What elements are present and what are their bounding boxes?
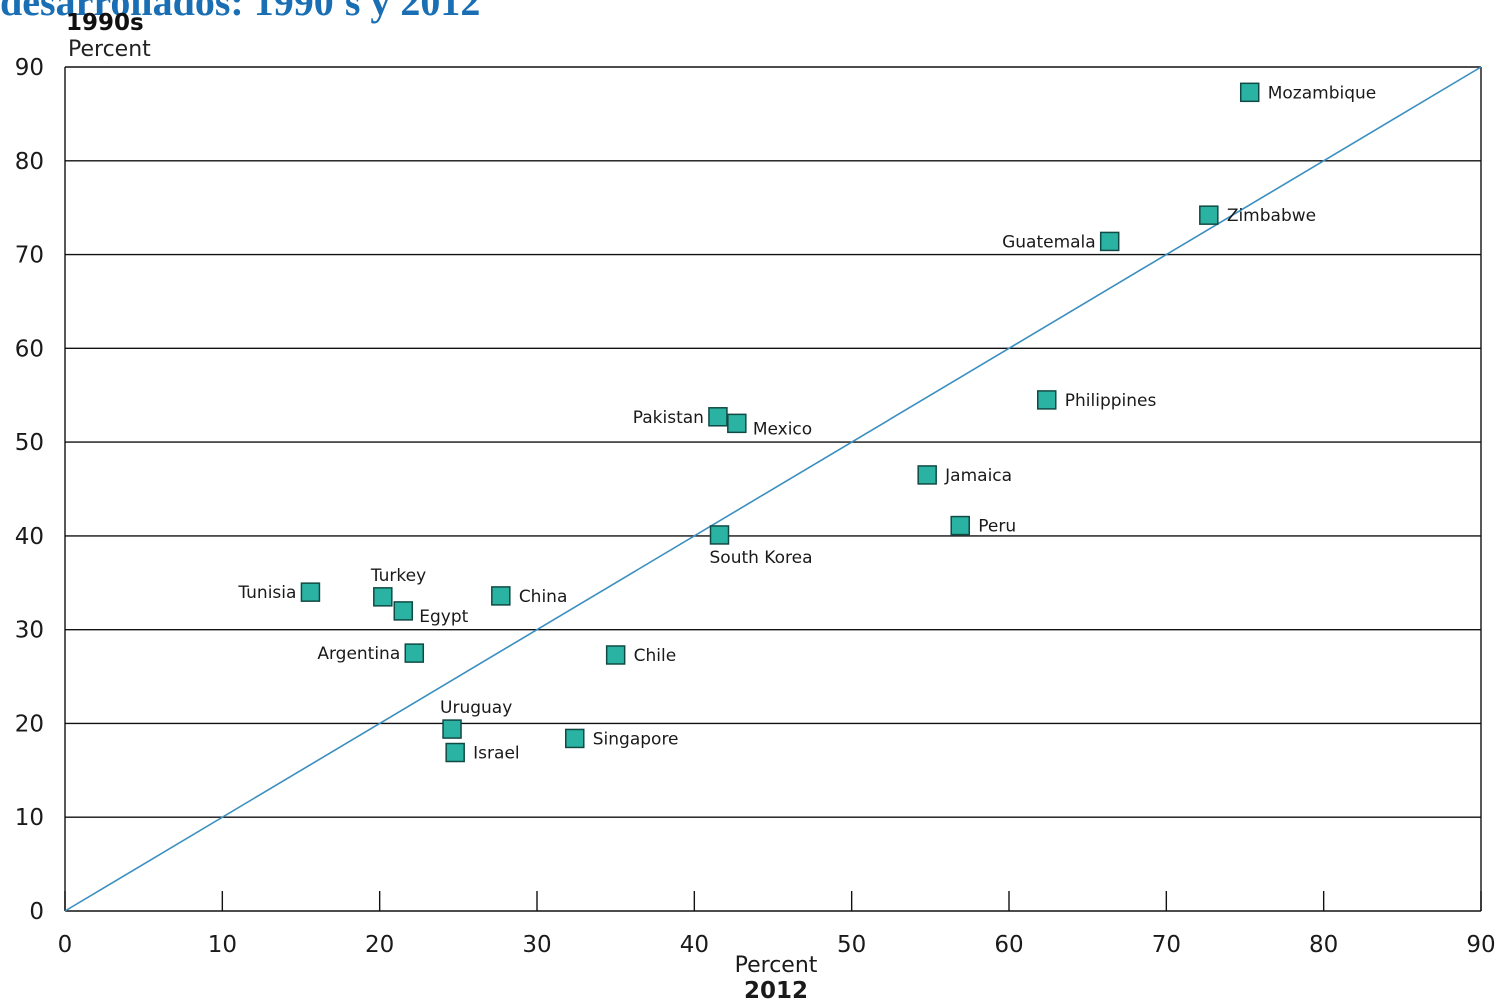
- y-tick-label: 50: [15, 430, 44, 456]
- y-axis-subtitle: 1990s: [66, 10, 144, 36]
- data-point-marker: [491, 586, 511, 606]
- x-tick-label: 20: [365, 932, 394, 958]
- y-tick-label: 60: [15, 336, 44, 362]
- data-point-marker: [300, 582, 321, 602]
- grid-lines: [65, 66, 1481, 818]
- x-axis-subtitle: 2012: [744, 978, 808, 1001]
- data-point-label: China: [519, 587, 568, 607]
- x-axis-label: Percent: [735, 953, 818, 978]
- data-point-label: Israel: [473, 744, 519, 764]
- y-axis-label: Percent: [68, 37, 151, 62]
- data-point-marker: [404, 643, 425, 663]
- data-point-marker: [442, 719, 462, 739]
- axes: [64, 67, 1482, 912]
- data-point-label: Mozambique: [1268, 83, 1377, 103]
- x-tick-label: 40: [680, 932, 709, 958]
- data-point-marker: [917, 465, 937, 485]
- data-point-label: Singapore: [593, 729, 679, 749]
- data-point-marker: [1037, 390, 1057, 410]
- y-tick-label: 10: [15, 805, 44, 831]
- x-tick-label: 30: [522, 932, 551, 958]
- data-point-label: Uruguay: [440, 698, 512, 718]
- data-point-label: Zimbabwe: [1227, 206, 1316, 226]
- data-point-label: South Korea: [710, 548, 813, 568]
- x-tick-label: 80: [1309, 932, 1338, 958]
- data-point-label: Turkey: [370, 566, 426, 586]
- data-point-marker: [445, 742, 465, 763]
- data-point-marker: [1099, 231, 1120, 252]
- page-title: desarrollados: 1990's y 2012: [0, 0, 481, 24]
- y-tick-label: 30: [15, 618, 44, 644]
- y-tick-label: 70: [15, 243, 44, 269]
- tick-labels: 0 10 20 30 40 50 60 70 80 90 0 10 20 30 40 50 60 70 80 90: [15, 55, 1496, 958]
- data-point-marker: [950, 515, 970, 536]
- x-tick-label: 10: [208, 932, 237, 958]
- x-tick-label: 0: [58, 932, 73, 958]
- data-point-label: Egypt: [419, 607, 468, 627]
- x-tick-label: 60: [994, 932, 1023, 958]
- data-points: Mozambique Zimbabwe Guatemala Philippines Pa…: [237, 82, 1377, 764]
- data-point-marker: [1239, 82, 1260, 103]
- data-point-marker: [1199, 205, 1219, 225]
- y-tick-label: 20: [15, 711, 44, 737]
- data-point-label: Tunisia: [237, 583, 296, 603]
- y-tick-label: 40: [15, 524, 44, 550]
- data-point-label: Mexico: [753, 419, 812, 439]
- x-tick-label: 70: [1152, 932, 1181, 958]
- data-point-marker: [393, 601, 414, 621]
- diagonal-line: [64, 66, 1482, 912]
- data-point-marker: [373, 587, 393, 607]
- data-point-label: Peru: [978, 517, 1016, 537]
- y-tick-label: 90: [15, 55, 44, 81]
- data-point-marker: [565, 728, 585, 749]
- reference-line: [64, 66, 1482, 912]
- data-point-label: Philippines: [1065, 391, 1157, 411]
- x-tick-label: 50: [837, 932, 866, 958]
- data-point-label: Guatemala: [1002, 232, 1096, 252]
- data-point-marker: [727, 413, 747, 434]
- data-point-label: Chile: [634, 646, 677, 666]
- y-tick-label: 0: [29, 899, 44, 925]
- x-tick-label: 90: [1466, 932, 1495, 958]
- data-point-label: Pakistan: [633, 408, 704, 428]
- y-tick-label: 80: [15, 149, 44, 175]
- data-point-label: Argentina: [317, 644, 400, 664]
- data-point-marker: [605, 645, 626, 665]
- data-point-marker: [708, 407, 728, 427]
- data-point-marker: [709, 525, 730, 545]
- data-point-label: Jamaica: [944, 466, 1012, 486]
